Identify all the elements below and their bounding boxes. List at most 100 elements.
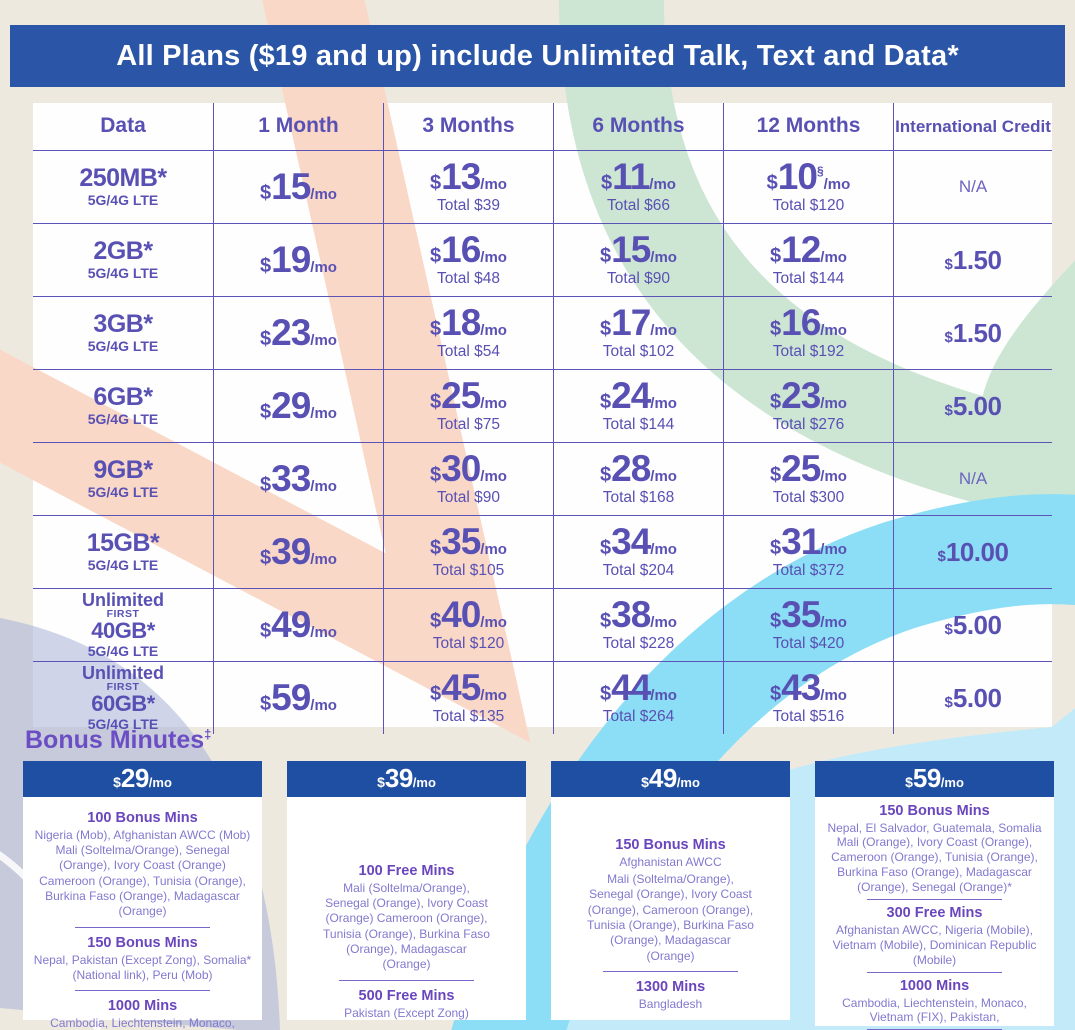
tier-title: 150 Bonus Mins: [615, 836, 726, 853]
table-header-row: Data 1 Month 3 Months 6 Months 12 Months…: [33, 103, 1052, 151]
price-3-months: $16/mo Total $48: [383, 224, 553, 296]
tier-countries: Mali (Soltelma/Orange), Senegal (Orange)…: [587, 871, 754, 963]
price-1-month: $29/mo: [213, 370, 383, 442]
tier-divider: [603, 971, 738, 973]
tier-countries: Nigeria (Mob), Afghanistan AWCC (Mob) Ma…: [34, 827, 251, 919]
tier-countries: Nepal, El Salvador, Guatemala, Somalia M…: [827, 820, 1042, 895]
plan-row-9gb: 9GB* 5G/4G LTE $33/mo $30/mo Total $90 $…: [33, 443, 1052, 516]
price-1-month: $33/mo: [213, 443, 383, 515]
price-1-month: $19/mo: [213, 224, 383, 296]
tier-divider: [867, 971, 1002, 973]
bonus-card-price: $49/mo: [551, 760, 790, 797]
international-credit-cell: $5.00: [893, 370, 1052, 442]
international-credit-cell: $1.50: [893, 297, 1052, 369]
price-12-months: $31/mo Total $372: [723, 516, 893, 588]
tier-divider: [339, 979, 474, 981]
plan-row-15gb: 15GB* 5G/4G LTE $39/mo $35/mo Total $105…: [33, 516, 1052, 589]
price-6-months: $11/mo Total $66: [553, 151, 723, 223]
plan-row-40gb: Unlimited FIRST 40GB* 5G/4G LTE $49/mo $…: [33, 589, 1052, 662]
price-3-months: $45/mo Total $135: [383, 662, 553, 734]
price-12-months: $43/mo Total $516: [723, 662, 893, 734]
tier-title: 150 Bonus Mins: [879, 802, 990, 819]
price-6-months: $34/mo Total $204: [553, 516, 723, 588]
plan-row-6gb: 6GB* 5G/4G LTE $29/mo $25/mo Total $75 $…: [33, 370, 1052, 443]
international-credit-cell: N/A: [893, 443, 1052, 515]
plan-row-60gb: Unlimited FIRST 60GB* 5G/4G LTE $59/mo $…: [33, 662, 1052, 734]
international-credit-cell: $10.00: [893, 516, 1052, 588]
price-1-month: $59/mo: [213, 662, 383, 734]
price-12-months: $16/mo Total $192: [723, 297, 893, 369]
bonus-card-59: $59/mo 150 Bonus Mins Nepal, El Salvador…: [815, 760, 1054, 1030]
price-3-months: $25/mo Total $75: [383, 370, 553, 442]
bonus-card-49: $49/mo 150 Bonus Mins Afghanistan AWCC M…: [551, 760, 790, 1020]
tier-title: 150 Bonus Mins: [87, 934, 198, 951]
tier-title: 300 Free Mins: [886, 904, 983, 921]
header-3-months: 3 Months: [383, 103, 553, 150]
tier-title: 1300 Mins: [635, 979, 706, 996]
tier-countries: Cambodia, Liechtenstein, Monaco, Vietnam…: [842, 995, 1027, 1025]
bonus-card-39: $39/mo 100 Free Mins Mali (Soltelma/Oran…: [287, 760, 526, 1020]
tier-divider: [75, 990, 210, 992]
price-3-months: $35/mo Total $105: [383, 516, 553, 588]
price-12-months: $10 §/mo Total $120: [723, 151, 893, 223]
tier-countries: Pakistan (Except Zong): [344, 1005, 469, 1020]
data-cell: 3GB* 5G/4G LTE: [87, 309, 159, 354]
tier-divider: [867, 898, 1002, 900]
header-data: Data: [100, 114, 146, 138]
tier-title: 1000 Mins: [107, 998, 178, 1015]
tier-divider: [75, 926, 210, 928]
price-1-month: $39/mo: [213, 516, 383, 588]
data-cell: Unlimited FIRST 40GB* 5G/4G LTE: [81, 589, 164, 660]
price-6-months: $17/mo Total $102: [553, 297, 723, 369]
data-cell: 250MB* 5G/4G LTE: [79, 163, 167, 208]
tier-title: 500 Free Mins: [358, 987, 455, 1004]
banner: All Plans ($19 and up) include Unlimited…: [10, 25, 1065, 87]
international-credit-cell: N/A: [893, 151, 1052, 223]
price-3-months: $40/mo Total $120: [383, 589, 553, 661]
international-credit-cell: $5.00: [893, 662, 1052, 734]
data-cell: 2GB* 5G/4G LTE: [87, 236, 159, 281]
tier-countries: Afghanistan AWCC: [619, 854, 722, 869]
plan-row-3gb: 3GB* 5G/4G LTE $23/mo $18/mo Total $54 $…: [33, 297, 1052, 370]
price-6-months: $24/mo Total $144: [553, 370, 723, 442]
tier-title: 100 Free Mins: [358, 862, 455, 879]
price-6-months: $38/mo Total $228: [553, 589, 723, 661]
price-6-months: $15/mo Total $90: [553, 224, 723, 296]
header-international-credit: International Credit: [893, 103, 1052, 150]
header-1-month: 1 Month: [213, 103, 383, 150]
price-6-months: $44/mo Total $264: [553, 662, 723, 734]
tier-title: 1000 Mins: [899, 977, 970, 994]
bonus-card-29: $29/mo 100 Bonus Mins Nigeria (Mob), Afg…: [23, 760, 262, 1030]
data-cell: Unlimited FIRST 60GB* 5G/4G LTE: [81, 662, 164, 733]
price-12-months: $23/mo Total $276: [723, 370, 893, 442]
price-12-months: $12/mo Total $144: [723, 224, 893, 296]
data-cell: 9GB* 5G/4G LTE: [87, 455, 159, 500]
tier-countries: Cambodia, Liechtenstein, Monaco, Vietnam: [50, 1016, 235, 1030]
price-12-months: $25/mo Total $300: [723, 443, 893, 515]
plans-table: Data 1 Month 3 Months 6 Months 12 Months…: [33, 103, 1052, 734]
data-cell: 15GB* 5G/4G LTE: [86, 528, 160, 573]
tier-title: 100 Bonus Mins: [87, 809, 198, 826]
tier-countries: Afghanistan AWCC, Nigeria (Mobile), Viet…: [832, 922, 1037, 967]
plan-row-2gb: 2GB* 5G/4G LTE $19/mo $16/mo Total $48 $…: [33, 224, 1052, 297]
price-3-months: $13/mo Total $39: [383, 151, 553, 223]
price-6-months: $28/mo Total $168: [553, 443, 723, 515]
data-cell: 6GB* 5G/4G LTE: [87, 382, 159, 427]
tier-countries: Mali (Soltelma/Orange), Senegal (Orange)…: [323, 880, 490, 972]
price-12-months: $35/mo Total $420: [723, 589, 893, 661]
international-credit-cell: $1.50: [893, 224, 1052, 296]
bonus-card-price: $59/mo: [815, 760, 1054, 797]
bonus-minutes-heading: Bonus Minutes‡: [25, 726, 212, 754]
price-1-month: $49/mo: [213, 589, 383, 661]
price-1-month: $15/mo: [213, 151, 383, 223]
bonus-card-price: $29/mo: [23, 760, 262, 797]
plan-row-250mb: 250MB* 5G/4G LTE $15/mo $13/mo Total $39…: [33, 151, 1052, 224]
tier-countries: Nepal, Pakistan (Except Zong), Somalia* …: [33, 952, 252, 983]
banner-text: All Plans ($19 and up) include Unlimited…: [116, 39, 959, 72]
price-3-months: $18/mo Total $54: [383, 297, 553, 369]
header-6-months: 6 Months: [553, 103, 723, 150]
bonus-minutes-section: Bonus Minutes‡ $29/mo 100 Bonus Mins Nig…: [23, 726, 1056, 1030]
international-credit-cell: $5.00: [893, 589, 1052, 661]
bonus-card-price: $39/mo: [287, 760, 526, 797]
